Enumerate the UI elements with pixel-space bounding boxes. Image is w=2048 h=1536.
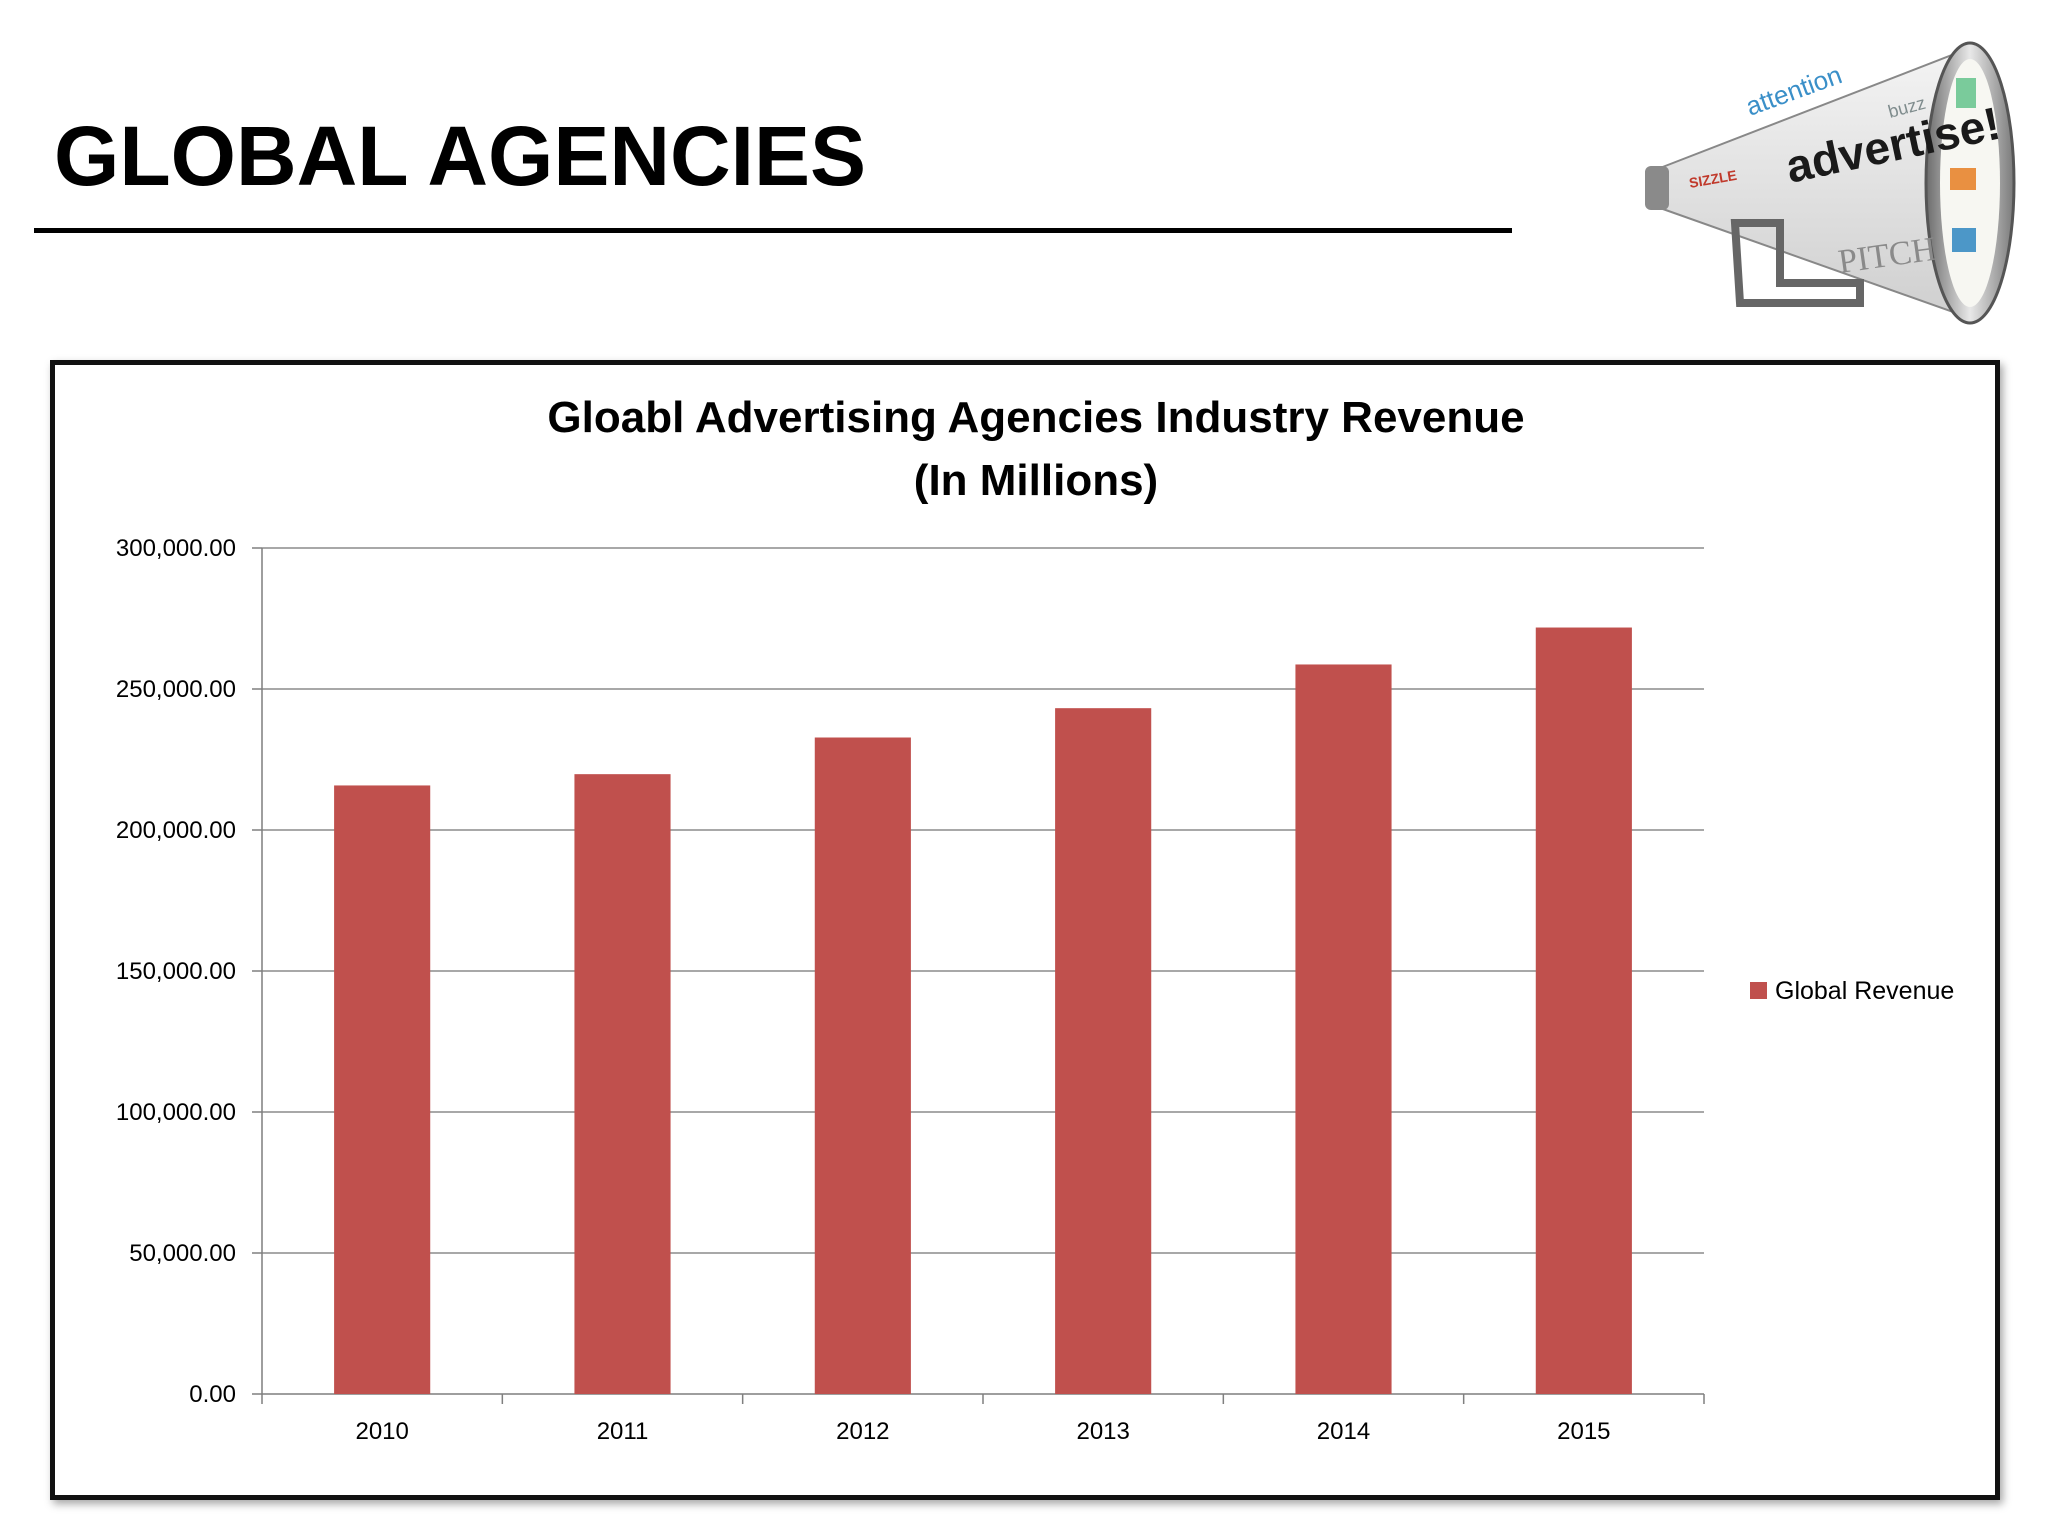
megaphone-advertise-icon: advertise! attention PITCH SIZZLE buzz	[1645, 41, 2016, 325]
x-tick-label: 2013	[1076, 1418, 1129, 1445]
legend-label: Global Revenue	[1775, 977, 1954, 1005]
x-tick-label: 2010	[355, 1418, 408, 1445]
y-tick-label: 150,000.00	[116, 958, 236, 985]
y-tick-label: 200,000.00	[116, 817, 236, 844]
chart-subtitle: (In Millions)	[914, 456, 1158, 505]
chart-legend: Global Revenue	[1750, 977, 1954, 1005]
y-tick-label: 250,000.00	[116, 676, 236, 703]
bar-2012	[814, 737, 911, 1394]
legend-swatch	[1750, 982, 1767, 999]
title-divider	[34, 228, 1512, 233]
chart-title: Gloabl Advertising Agencies Industry Rev…	[547, 393, 1524, 442]
bar-2010	[334, 785, 431, 1394]
bar-2014	[1295, 664, 1392, 1394]
bar-2011	[574, 774, 671, 1394]
x-tick-label: 2012	[836, 1418, 889, 1445]
y-tick-label: 300,000.00	[116, 535, 236, 562]
x-tick-label: 2011	[597, 1418, 649, 1445]
slide-title: GLOBAL AGENCIES	[54, 109, 867, 203]
x-tick-label: 2015	[1557, 1418, 1610, 1445]
bar-2013	[1055, 708, 1152, 1394]
bar-2015	[1535, 627, 1632, 1394]
y-tick-label: 50,000.00	[129, 1240, 236, 1267]
y-tick-label: 0.00	[189, 1381, 236, 1408]
x-tick-label: 2014	[1317, 1418, 1370, 1445]
y-tick-label: 100,000.00	[116, 1099, 236, 1126]
